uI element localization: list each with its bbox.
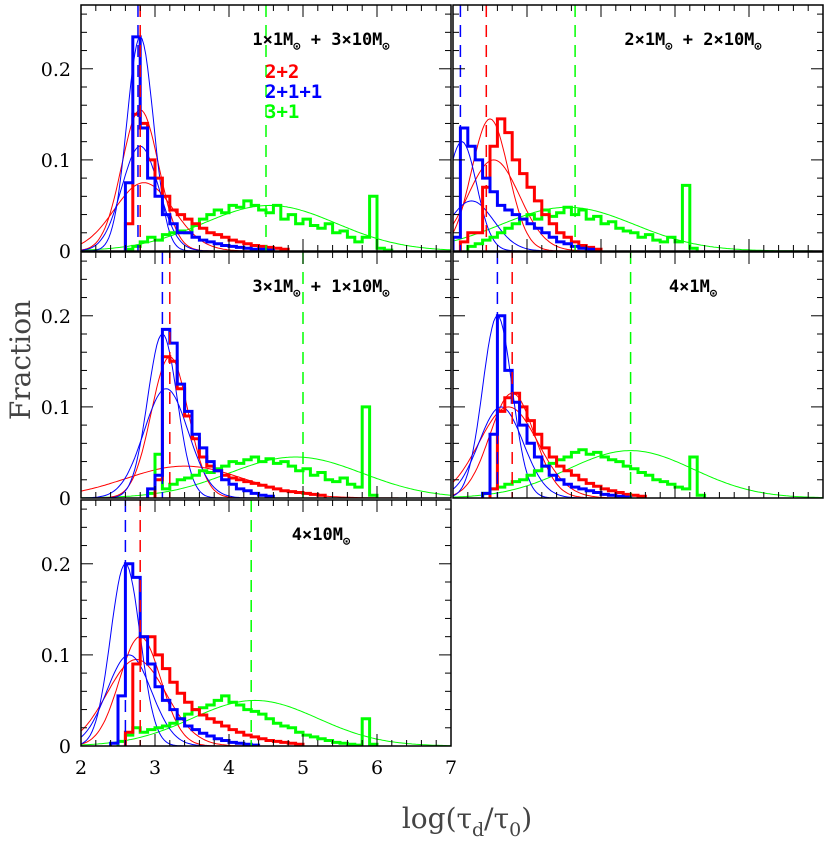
fit-curve-2+1+1 <box>81 654 451 746</box>
panel-4: 4×1M⊙ <box>452 251 824 499</box>
panel-label-part: + 3×10M <box>301 30 383 50</box>
histogram-3+1 <box>123 194 394 251</box>
y-axis-label: Fraction <box>4 300 37 420</box>
sun-symbol: ⊙ <box>343 534 351 548</box>
histogram-2+1+1 <box>123 35 275 251</box>
panel-frame <box>452 251 824 499</box>
y-tick-label: 0.2 <box>41 59 71 81</box>
fit-curve-2+1+1 <box>81 145 451 251</box>
fit-curve-2+2 <box>453 392 823 498</box>
y-tick-label: 0 <box>59 488 71 510</box>
histogram-3+1 <box>466 183 699 251</box>
fit-curve-2+1+1 <box>453 406 823 498</box>
sun-symbol: ⊙ <box>293 39 301 53</box>
panel-label-part: 4×1M <box>669 277 710 297</box>
plot-area <box>81 5 451 251</box>
histogram-3+1 <box>481 448 707 498</box>
histogram-3+1 <box>116 694 379 746</box>
panel-label-part: + 1×10M <box>301 277 383 297</box>
panel-label: 3×1M⊙ + 1×10M⊙ <box>252 277 390 300</box>
legend-item: 2+2 <box>265 61 299 83</box>
sun-symbol: ⊙ <box>665 39 673 53</box>
y-tick-label: 0.2 <box>41 554 71 576</box>
x-axis-label: log(τd/τ0) <box>402 802 532 841</box>
fit-curve-2+2 <box>81 109 451 251</box>
legend-item: 3+1 <box>265 101 299 123</box>
x-tick-label: 3 <box>149 757 161 779</box>
fit-curve-2+1+1 <box>81 333 451 498</box>
x-tick-label: 4 <box>223 757 235 779</box>
fit-curve-2+1+1 <box>453 200 823 251</box>
y-tick-label: 0 <box>59 241 71 263</box>
panel-1: 1×1M⊙ + 3×10M⊙00.10.2 <box>41 4 452 263</box>
sun-symbol: ⊙ <box>293 286 301 300</box>
panel-frame <box>80 499 452 747</box>
histogram-2+1+1 <box>146 327 275 498</box>
plot-area <box>81 252 451 498</box>
sun-symbol: ⊙ <box>710 286 718 300</box>
fit-curve-2+2 <box>81 182 451 251</box>
y-tick-label: 0.2 <box>41 306 71 328</box>
panel-label: 1×1M⊙ + 3×10M⊙ <box>252 30 390 53</box>
fit-curve-2+2 <box>81 658 451 746</box>
fit-curve-3+1 <box>453 450 823 498</box>
panel-5: 4×10M⊙ 0 0.1 0.2 2 3 4 5 6 7 <box>41 499 457 779</box>
panel-label-part: + 2×10M <box>673 30 755 50</box>
x-tick-label: 2 <box>75 757 87 779</box>
panel-label-part: 4×10M <box>292 525 343 545</box>
sun-symbol: ⊙ <box>382 39 390 53</box>
fit-curve-2+1+1 <box>81 36 451 251</box>
x-tick-label: 5 <box>297 757 309 779</box>
panels: 1×1M⊙ + 3×10M⊙00.10.22×1M⊙ + 2×10M⊙3×1M⊙… <box>41 4 824 779</box>
fit-curve-2+2 <box>81 636 451 746</box>
legend: 2+22+1+13+1 <box>265 61 322 123</box>
panel-frame <box>80 4 452 252</box>
panel-label: 4×1M⊙ <box>669 277 718 300</box>
panel-3: 3×1M⊙ + 1×10M⊙00.10.2 <box>41 251 452 510</box>
y-tick-label: 0.1 <box>41 397 71 419</box>
y-tick-label: 0.1 <box>41 645 71 667</box>
fit-curve-2+1+1 <box>81 563 451 746</box>
panel-frame <box>452 4 824 252</box>
x-tick-label: 7 <box>445 757 457 779</box>
histogram-2+2 <box>458 117 603 251</box>
histogram-2+2 <box>123 112 290 251</box>
panel-frame <box>80 251 452 499</box>
panel-label: 4×10M⊙ <box>292 525 351 548</box>
sun-symbol: ⊙ <box>382 286 390 300</box>
panel-label-part: 1×1M <box>252 30 293 50</box>
fit-curve-2+2 <box>453 159 823 251</box>
y-tick-label: 0 <box>59 736 71 758</box>
plot-area <box>453 252 823 498</box>
panel-label-part: 2×1M <box>624 30 665 50</box>
fit-curve-3+1 <box>81 699 451 746</box>
plot-area <box>81 500 451 746</box>
histogram-3+1 <box>146 405 379 498</box>
fit-curve-2+2 <box>81 356 451 498</box>
histogram-2+1+1 <box>109 562 261 746</box>
sun-symbol: ⊙ <box>754 39 762 53</box>
panel-2: 2×1M⊙ + 2×10M⊙ <box>452 4 824 252</box>
legend-item: 2+1+1 <box>265 81 322 103</box>
fit-curve-2+2 <box>453 118 823 251</box>
fit-curve-2+1+1 <box>453 315 823 498</box>
histogram-2+1+1 <box>481 314 633 498</box>
fit-curve-2+1+1 <box>81 388 451 498</box>
panel-label: 2×1M⊙ + 2×10M⊙ <box>624 30 762 53</box>
x-tick-label: 6 <box>371 757 383 779</box>
panel-label-part: 3×1M <box>252 277 293 297</box>
y-tick-label: 0.1 <box>41 150 71 172</box>
